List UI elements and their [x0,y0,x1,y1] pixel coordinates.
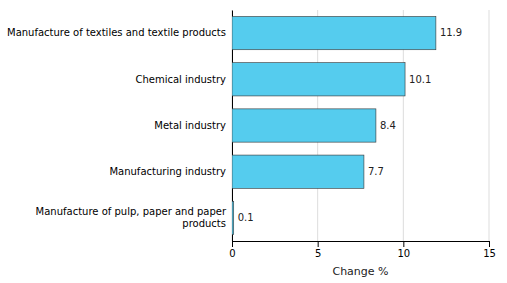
plot-root: Manufacture of textiles and textile prod… [7,10,496,278]
x-axis: 0 5 10 15 [229,241,496,259]
bar [232,63,405,96]
bar [232,16,436,49]
bar [232,109,376,142]
x-tick-label: 0 [229,248,235,259]
x-tick: 5 [315,241,321,259]
y-tick: Metal industry [154,120,226,131]
y-tick-label-line: Manufacture of pulp, paper and paper [36,206,227,217]
data-label: 8.4 [380,120,396,131]
x-tick-mark [232,241,233,247]
y-tick-label: Chemical industry [135,74,226,85]
y-tick: Manufacture of pulp, paper and paperprod… [36,206,227,229]
x-tick: 10 [397,241,410,259]
x-tick-mark [489,241,490,247]
y-tick-label: Manufacturing industry [109,166,226,177]
chart: Manufacture of textiles and textile prod… [0,0,507,283]
x-tick-label: 15 [483,248,496,259]
x-tick-mark [403,241,404,247]
y-tick-label: Manufacture of pulp, paper and paperprod… [36,206,227,229]
x-tick-label: 5 [315,248,321,259]
bar [232,155,364,188]
grid-line [489,10,490,241]
x-axis-line [233,242,490,248]
y-tick-label: Metal industry [154,120,226,131]
data-label: 10.1 [409,74,431,85]
y-axis: Manufacture of textiles and textile prod… [7,11,233,242]
data-label: 11.9 [440,27,462,38]
x-tick: 0 [229,241,235,259]
x-tick-mark [318,241,319,247]
y-tick-label: Manufacture of textiles and textile prod… [7,27,226,38]
x-axis-title: Change % [332,265,388,278]
x-tick-label: 10 [397,248,410,259]
x-tick: 15 [483,241,496,259]
bar [232,201,234,234]
y-tick: Chemical industry [135,74,226,85]
y-tick-label-line: products [182,218,226,229]
data-label: 7.7 [368,166,384,177]
y-tick: Manufacture of textiles and textile prod… [7,27,226,38]
grid [232,10,489,241]
bars [232,16,436,234]
data-labels: 0.1 7.7 8.4 10.1 11.9 [238,27,462,223]
y-tick: Manufacturing industry [109,166,226,177]
data-label: 0.1 [238,212,254,223]
